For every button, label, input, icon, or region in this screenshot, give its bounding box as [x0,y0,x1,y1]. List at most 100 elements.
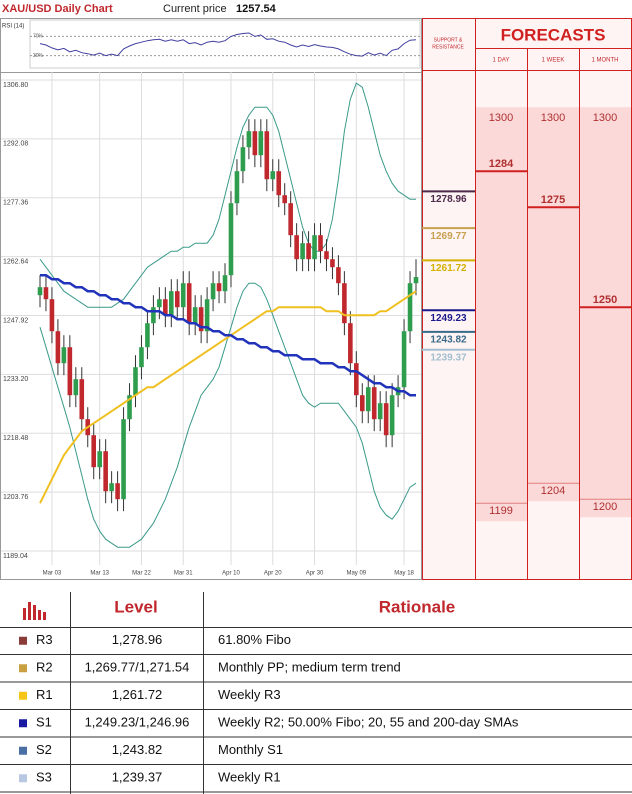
candle-body [37,287,43,296]
candle-body [133,367,138,396]
candle-body [79,379,85,420]
forecast-mid: 1275 [541,194,565,206]
level-label: 1278.96 [430,194,467,205]
candle-body [354,363,359,396]
rsi-line [39,32,417,57]
forecast-column-label: 1 DAY [493,58,510,64]
x-tick-label: May 18 [394,571,414,577]
y-tick-label: 1203.76 [3,494,28,501]
candle-body [151,307,156,324]
candle-body [103,451,108,492]
row-level: 1,278.96 [112,632,163,647]
row-code: S1 [36,715,52,730]
candle-body [413,277,419,284]
rsi-label: RSI (14) [2,24,24,30]
row-rationale: Monthly PP; medium term trend [218,660,401,675]
icon-bar [38,610,41,620]
candle-body [365,387,371,412]
level-label: 1249.23 [430,313,467,324]
forecast-low: 1199 [489,505,513,517]
candle-body [49,299,55,332]
candle-body [282,195,287,204]
y-tick-label: 1262.64 [3,258,28,265]
forecast-title: FORECASTS [501,25,606,44]
candle-body [389,395,395,436]
table-header: Level [114,597,157,616]
x-tick-label: Mar 03 [43,571,62,577]
candle-body [145,323,150,348]
candle-body [97,451,102,468]
row-swatch [19,636,27,645]
forecast-high: 1300 [489,112,513,124]
row-level: 1,249.23/1,246.96 [85,715,190,730]
forecast-mid: 1250 [593,294,617,306]
candle-body [55,331,61,364]
y-tick-label: 1247.92 [3,317,28,324]
level-label: 1243.82 [430,335,467,346]
row-code: R3 [36,632,53,647]
candle-body [192,307,198,324]
candle-body [240,147,246,172]
candle-body [342,283,347,324]
candle-body [43,287,49,300]
candle-body [204,299,210,332]
x-tick-label: Apr 20 [264,571,282,577]
row-level: 1,269.77/1,271.54 [85,660,190,675]
candle-body [67,347,73,396]
row-swatch [19,664,27,673]
x-tick-label: Mar 22 [132,571,151,577]
row-code: R2 [36,660,53,675]
row-rationale: Weekly R2; 50.00% Fibo; 20, 55 and 200-d… [218,715,519,730]
rsi-frame [29,19,421,69]
icon-bar [43,612,46,620]
candle-body [234,171,240,204]
sr-header: SUPPORT & [434,37,463,43]
icon-bar [23,608,26,620]
x-tick-label: Apr 30 [306,571,324,577]
chart-title: XAU/USD Daily Chart [2,3,113,15]
y-tick-label: 1189.04 [3,553,28,560]
forecast-mid: 1284 [489,158,514,170]
candle-body [330,259,335,268]
y-tick-label: 1277.36 [3,200,28,207]
x-tick-label: Apr 10 [222,571,240,577]
candle-body [401,331,407,388]
band-line [39,82,416,308]
candle-body [246,131,252,148]
rsi-tick-label: 30% [33,53,44,59]
candle-body [306,243,311,260]
row-swatch [19,774,27,783]
candle-body [318,235,323,252]
forecast-range [476,107,527,522]
candle-body [186,283,192,324]
x-tick-label: Mar 13 [90,571,109,577]
candle-body [324,251,329,260]
row-swatch [19,691,27,700]
candle-body [91,435,97,468]
table-icon [23,602,46,620]
rsi-tick-label: 70% [33,34,44,40]
candle-body [383,403,389,436]
row-swatch [19,746,27,755]
candle-body [294,235,299,260]
forecast-high: 1300 [541,112,565,124]
row-code: S2 [36,742,52,757]
candle-body [252,131,258,156]
candle-body [348,323,353,364]
forecast-column-label: 1 MONTH [592,58,619,64]
candle-body [174,291,180,308]
table-header: Rationale [379,597,456,616]
y-tick-label: 1292.08 [3,141,28,148]
candle-body [371,387,377,420]
level-label: 1261.72 [430,263,467,274]
candle-body [222,275,228,292]
row-code: R1 [36,687,53,702]
forecast-range [528,107,579,502]
candle-body [180,283,186,308]
candle-body [210,283,216,300]
candle-body [198,307,204,332]
candle-body [264,131,270,180]
row-rationale: 61.80% Fibo [218,632,291,647]
candle-body [115,483,120,500]
